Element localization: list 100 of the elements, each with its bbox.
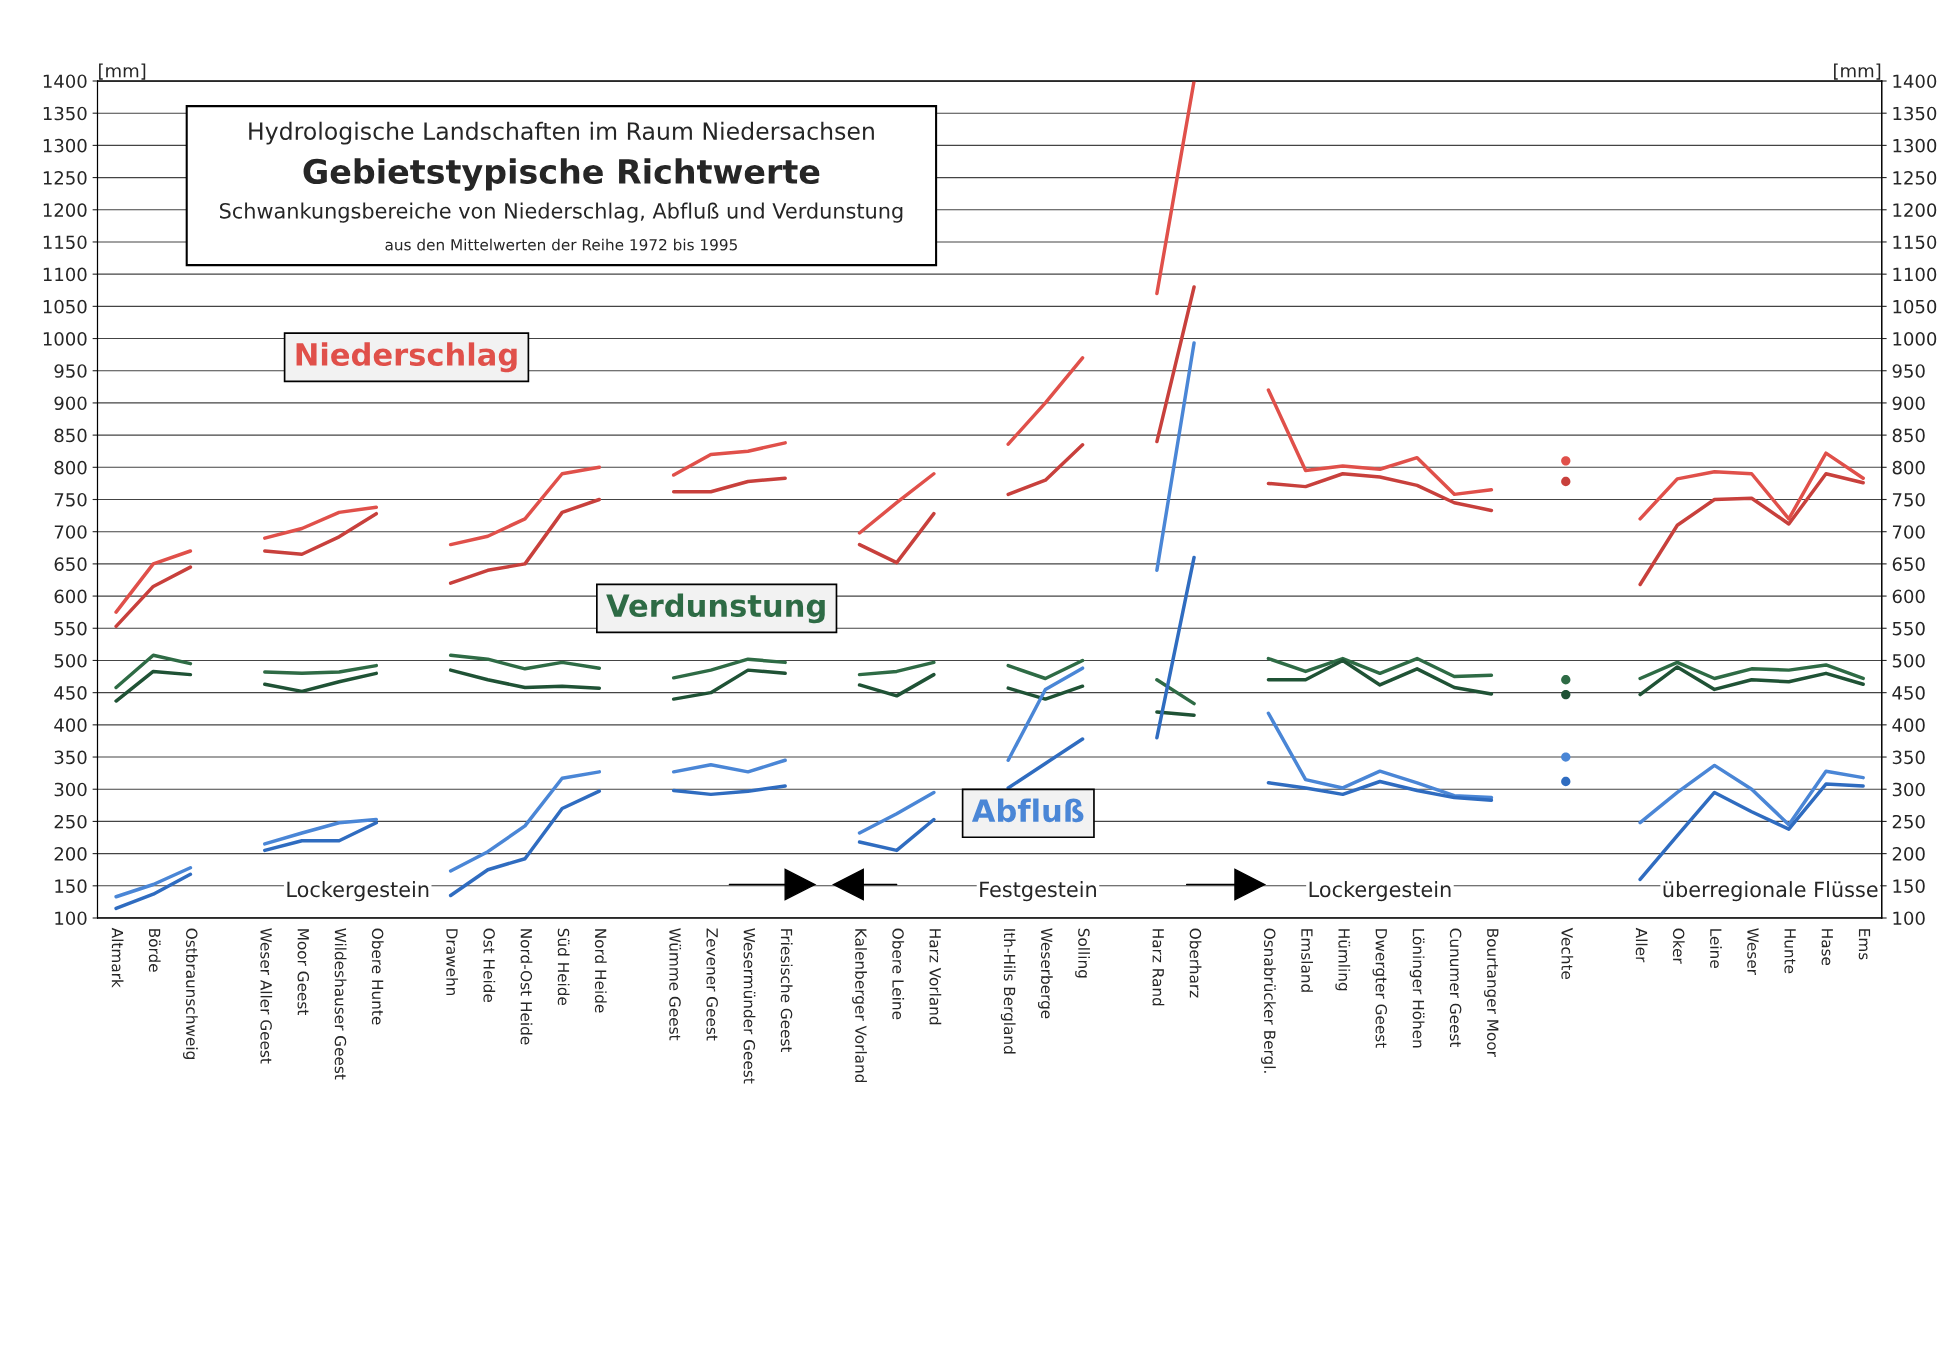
y2-tick-label: 550 [1892, 621, 1925, 636]
y-tick-label: 800 [54, 460, 87, 475]
x-tick-label: Bourtanger Moor [1484, 929, 1499, 1057]
y2-tick-label: 850 [1892, 428, 1925, 443]
text: Niederschlag [296, 342, 517, 373]
series-label: Verdunstung [606, 593, 825, 624]
y-axis-title: [mm] [99, 63, 146, 80]
x-tick-label: Aller [1635, 927, 1648, 963]
y2-tick-label: 400 [1892, 718, 1925, 732]
x-tick-label: Börde [148, 929, 161, 972]
x-tick-label: Vechte [1561, 927, 1574, 980]
y2-tick-label: 150 [1893, 879, 1925, 893]
y2-tick-label: 500 [1892, 653, 1925, 668]
y2-tick-label: 700 [1892, 525, 1925, 539]
text: Gebietstypische Richtwerte [303, 158, 820, 191]
y-tick-label: 1100 [43, 267, 87, 282]
y-tick-label: 900 [54, 396, 87, 411]
y-tick-label: 1000 [43, 332, 87, 346]
y-tick-label: 1300 [43, 138, 87, 153]
y-tick-label: 300 [54, 782, 87, 797]
y-tick-label: 250 [54, 814, 87, 829]
y2-tick-label: 1350 [1893, 106, 1937, 121]
x-tick-label: Obere Hunte [371, 928, 384, 1025]
y-tick-label: 600 [54, 589, 87, 604]
y2-tick-label: 1150 [1893, 235, 1937, 250]
y2-tick-label: 1300 [1893, 138, 1937, 153]
x-tick-label: Ost Heide [483, 928, 496, 1002]
annotation: Lockergestein [287, 881, 429, 902]
y-tick-label: 400 [54, 718, 87, 732]
y-tick-label: 1150 [43, 235, 87, 250]
x-tick-label: Ems [1858, 929, 1871, 960]
y2-tick-label: 100 [1893, 911, 1925, 926]
x-tick-label: Weserberge [1037, 928, 1053, 1019]
x-tick-label: Harz Vorland [929, 929, 942, 1025]
y2-tick-label: 800 [1892, 460, 1925, 475]
x-tick-label: Wildeshauser Geest [334, 928, 347, 1080]
y2-tick-label: 450 [1892, 686, 1925, 700]
y2-tick-label: 350 [1892, 750, 1925, 765]
y2-tick-label: 1000 [1893, 332, 1937, 346]
annotation: Hydrologische Landschaften im Raum Niedersachsen [249, 121, 874, 145]
y2-tick-label: 650 [1892, 557, 1925, 571]
y2-tick-label: 250 [1892, 814, 1925, 829]
text: Schwankungsbereiche von Niederschlag, Abfluß und Verdunstung [219, 202, 903, 223]
x-tick-label: Harz Rand [1152, 929, 1165, 1006]
x-tick-label: Hunte [1784, 929, 1796, 974]
y-tick-label: 1350 [43, 106, 87, 121]
y2-tick-label: 1400 [1893, 74, 1937, 89]
y-tick-label: 450 [54, 686, 87, 700]
x-tick-label: Nord Heide [594, 929, 607, 1013]
x-tick-label: Löninger Höhen [1409, 929, 1425, 1048]
x-tick-label: Süd Heide [557, 928, 570, 1006]
x-tick-label: Hase [1821, 929, 1833, 966]
y-tick-label: 700 [54, 525, 87, 539]
x-tick-label: Ith-Hils Bergland [1000, 929, 1016, 1054]
y-tick-label: 100 [55, 911, 87, 926]
y-tick-label: 1400 [43, 74, 87, 89]
x-tick-label: Osnabrücker Bergl. [1261, 928, 1276, 1073]
y2-tick-label: 1050 [1893, 299, 1937, 314]
x-tick-label: Leine [1710, 929, 1722, 968]
y2-tick-label: 900 [1892, 396, 1925, 411]
x-tick-label: Weser [1747, 928, 1759, 975]
x-tick-label: Solling [1075, 928, 1090, 978]
y2-tick-label: 200 [1892, 847, 1925, 861]
y2-tick-label: 750 [1892, 492, 1925, 507]
y2-tick-label: 300 [1892, 782, 1925, 797]
x-tick-label: Emsland [1301, 929, 1313, 992]
y2-tick-label: 1200 [1893, 203, 1937, 217]
y2-axis-title: [mm] [1834, 63, 1881, 80]
x-tick-label: Dwergter Geest [1372, 929, 1388, 1048]
y-tick-label: 1200 [43, 203, 87, 217]
y-tick-label: 150 [55, 879, 87, 893]
x-tick-label: Nord-Ost Heide [520, 929, 533, 1045]
y-tick-label: 750 [54, 492, 87, 507]
y-tick-label: 1250 [43, 171, 87, 185]
y2-tick-label: 1250 [1893, 171, 1937, 185]
y-tick-label: 350 [54, 750, 87, 765]
x-tick-label: Altmark [111, 927, 124, 988]
y-tick-label: 650 [54, 557, 87, 571]
x-tick-label: Cunumer Geest [1449, 928, 1462, 1048]
y-tick-label: 550 [54, 621, 87, 636]
annotation: überregionale Flüsse [1663, 881, 1878, 902]
y2-tick-label: 950 [1892, 364, 1925, 378]
x-tick-label: Zevener Geest [706, 928, 718, 1041]
x-tick-label: Ostbraunschweig [183, 928, 198, 1059]
x-tick-label: Obere Leine [892, 928, 905, 1020]
x-tick-label: Weser Aller Geest [260, 928, 273, 1064]
y-tick-label: 500 [54, 653, 87, 668]
x-tick-label: Wesermünder Geest [743, 928, 756, 1084]
x-tick-label: Moor Geest [297, 929, 310, 1015]
y-tick-label: 850 [54, 428, 87, 443]
x-tick-label: Oberharz [1189, 928, 1202, 998]
series-label: Abfluß [971, 798, 1084, 823]
y-tick-label: 950 [54, 364, 87, 378]
y-tick-label: 1050 [43, 299, 87, 314]
annotation: Festgestein [980, 881, 1096, 902]
x-tick-label: Hümling [1335, 929, 1351, 991]
x-tick-label: Wümme Geest [669, 928, 682, 1041]
y2-tick-label: 1100 [1893, 267, 1937, 282]
x-tick-label: Kalenberger Vorland [852, 929, 867, 1082]
x-tick-label: Drawehn [446, 929, 459, 996]
